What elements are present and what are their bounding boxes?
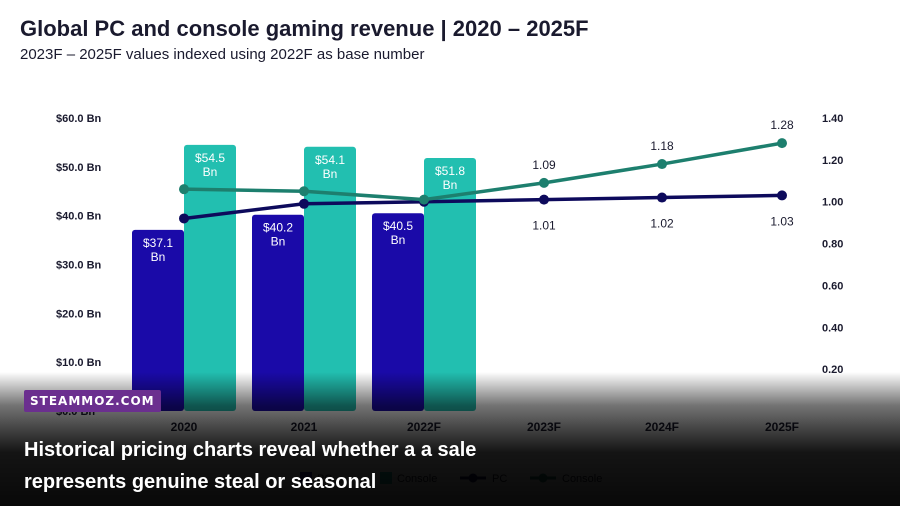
site-badge[interactable]: STEAMMOZ.COM — [24, 390, 161, 412]
line-console — [183, 141, 783, 202]
point-pc — [299, 198, 309, 209]
line-value-label: 1.03 — [770, 214, 794, 228]
point-pc — [657, 192, 667, 203]
point-pc — [179, 213, 189, 224]
point-console — [539, 177, 549, 188]
left-axis-tick-label: $20.0 Bn — [56, 308, 102, 320]
line-value-label: 1.18 — [650, 139, 674, 153]
line-value-label: 1.28 — [770, 118, 794, 132]
line-value-label: 1.09 — [532, 158, 556, 172]
point-pc — [539, 194, 549, 205]
bar-pc — [132, 229, 184, 411]
line-pc — [183, 193, 783, 221]
point-pc — [777, 190, 787, 201]
bar-value-label-unit: Bn — [443, 178, 458, 192]
line-value-label: 1.01 — [532, 219, 556, 233]
article-caption[interactable]: Historical pricing charts reveal whether… — [24, 439, 477, 493]
bar-console — [424, 158, 476, 411]
bar-value-label-unit: Bn — [271, 235, 286, 249]
bar-value-label: $54.1 — [315, 153, 345, 167]
bar-console — [304, 146, 356, 412]
bar-value-label: $37.1 — [143, 236, 173, 250]
bar-pc — [372, 213, 424, 411]
bar-value-label: $54.5 — [195, 151, 225, 165]
point-console — [179, 184, 189, 195]
point-console — [299, 186, 309, 197]
right-axis-tick-label: 1.00 — [822, 197, 843, 209]
right-axis-tick-label: 0.40 — [822, 322, 843, 334]
bar-console — [184, 144, 236, 411]
left-axis-tick-label: $30.0 Bn — [56, 260, 102, 272]
bar-value-label: $40.2 — [263, 221, 293, 235]
right-axis-tick-label: 1.20 — [822, 155, 843, 167]
bar-value-label-unit: Bn — [323, 167, 338, 181]
point-console — [419, 194, 429, 205]
bar-value-label: $40.5 — [383, 219, 413, 233]
bar-value-label-unit: Bn — [151, 250, 166, 264]
right-axis-tick-label: 0.80 — [822, 239, 843, 251]
left-axis-tick-label: $50.0 Bn — [56, 162, 102, 174]
line-value-label: 1.02 — [650, 217, 674, 231]
bar-value-label: $51.8 — [435, 164, 465, 178]
point-console — [777, 138, 787, 149]
point-console — [657, 159, 667, 170]
left-axis-tick-label: $10.0 Bn — [56, 357, 102, 369]
bar-value-label-unit: Bn — [203, 165, 218, 179]
bar-pc — [252, 214, 304, 411]
chart-subtitle: 2023F – 2025F values indexed using 2022F… — [20, 46, 425, 63]
chart-title: Global PC and console gaming revenue | 2… — [20, 16, 589, 41]
left-axis-tick-label: $60.0 Bn — [56, 113, 102, 125]
right-axis-tick-label: 1.40 — [822, 113, 843, 125]
left-axis-tick-label: $40.0 Bn — [56, 211, 102, 223]
right-axis-tick-label: 0.60 — [822, 280, 843, 292]
bar-value-label-unit: Bn — [391, 233, 406, 247]
